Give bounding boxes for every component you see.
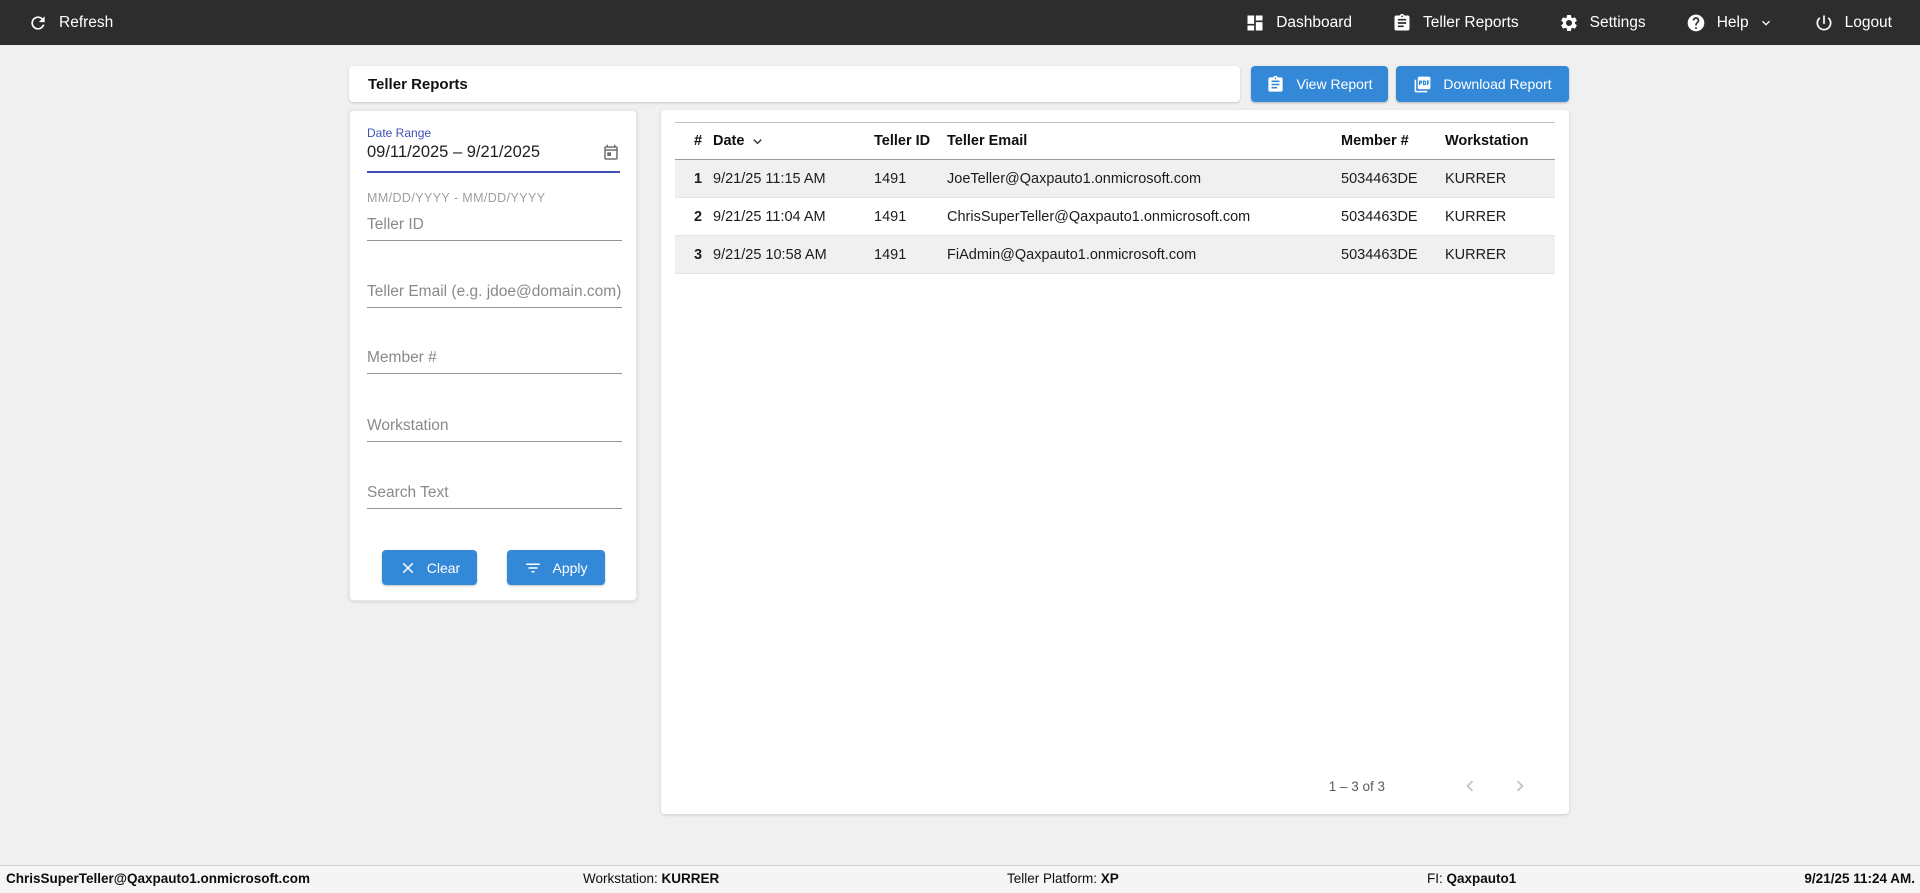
nav-item-teller-reports[interactable]: Teller Reports	[1392, 13, 1519, 33]
page-title-card: Teller Reports	[349, 66, 1240, 102]
refresh-icon	[28, 13, 48, 33]
filter-icon	[524, 559, 542, 577]
teller-id-input[interactable]	[367, 210, 622, 241]
nav-item-help[interactable]: Help	[1686, 13, 1774, 33]
nav-label-dashboard: Dashboard	[1276, 13, 1353, 31]
nav-label-teller-reports: Teller Reports	[1423, 13, 1519, 31]
table-row[interactable]: 3 9/21/25 10:58 AM 1491 FiAdmin@Qaxpauto…	[675, 236, 1555, 274]
nav-label-help: Help	[1716, 13, 1749, 31]
teller-email-input[interactable]	[367, 277, 622, 308]
clear-button[interactable]: Clear	[382, 550, 477, 585]
apply-button[interactable]: Apply	[507, 550, 605, 585]
top-navbar: Refresh Dashboard Teller Reports Setting…	[0, 0, 1920, 45]
download-report-button[interactable]: Download Report	[1396, 66, 1569, 102]
report-table: # Date Teller ID Teller Email Member # W…	[675, 122, 1555, 274]
view-report-button[interactable]: View Report	[1251, 66, 1388, 102]
pagination: 1 – 3 of 3	[1329, 775, 1531, 797]
clipboard-icon	[1392, 13, 1412, 33]
col-header-teller-id[interactable]: Teller ID	[874, 133, 931, 149]
status-workstation: Workstation: KURRER	[583, 871, 720, 886]
refresh-label: Refresh	[59, 13, 114, 31]
apply-label: Apply	[552, 559, 588, 576]
status-fi: FI: Qaxpauto1	[1427, 871, 1517, 886]
nav-item-dashboard[interactable]: Dashboard	[1245, 13, 1352, 33]
filter-panel: Date Range MM/DD/YYYY - MM/DD/YYYY Clear…	[349, 110, 637, 601]
navbar-right: Dashboard Teller Reports Settings Help	[1245, 13, 1892, 33]
table-row[interactable]: 2 9/21/25 11:04 AM 1491 ChrisSuperTeller…	[675, 198, 1555, 236]
view-report-label: View Report	[1296, 76, 1373, 92]
chevron-right-icon	[1509, 775, 1531, 797]
table-row[interactable]: 1 9/21/25 11:15 AM 1491 JoeTeller@Qaxpau…	[675, 160, 1555, 198]
close-icon	[399, 559, 417, 577]
date-format-helper: MM/DD/YYYY - MM/DD/YYYY	[367, 191, 546, 205]
nav-item-settings[interactable]: Settings	[1559, 13, 1646, 33]
filter-buttons: Clear Apply	[382, 550, 605, 585]
date-range-field: Date Range	[367, 126, 620, 173]
col-header-workstation[interactable]: Workstation	[1445, 133, 1529, 149]
status-user-email: ChrisSuperTeller@Qaxpauto1.onmicrosoft.c…	[6, 871, 310, 886]
gear-icon	[1559, 13, 1579, 33]
pagination-next-button[interactable]	[1509, 775, 1531, 797]
search-text-input[interactable]	[367, 478, 622, 509]
download-report-label: Download Report	[1443, 76, 1552, 92]
col-header-teller-email[interactable]: Teller Email	[947, 133, 1028, 149]
date-range-input[interactable]	[367, 143, 579, 162]
refresh-button[interactable]: Refresh	[28, 13, 113, 33]
date-range-label: Date Range	[367, 126, 432, 140]
pagination-range-label: 1 – 3 of 3	[1328, 778, 1385, 794]
table-header-row: # Date Teller ID Teller Email Member # W…	[675, 122, 1555, 160]
help-icon	[1686, 13, 1706, 33]
clipboard-icon	[1266, 75, 1285, 94]
member-number-input[interactable]	[367, 343, 622, 374]
dashboard-icon	[1245, 13, 1265, 33]
status-teller-platform: Teller Platform: XP	[1007, 871, 1119, 886]
report-table-card: # Date Teller ID Teller Email Member # W…	[661, 110, 1569, 814]
nav-label-logout: Logout	[1844, 13, 1892, 31]
nav-item-logout[interactable]: Logout	[1814, 13, 1892, 33]
workstation-input[interactable]	[367, 411, 622, 442]
col-header-member[interactable]: Member #	[1341, 133, 1409, 149]
chevron-left-icon	[1459, 775, 1481, 797]
chevron-down-icon	[1760, 15, 1774, 31]
power-icon	[1814, 13, 1834, 33]
clear-label: Clear	[426, 559, 461, 576]
calendar-icon[interactable]	[602, 144, 620, 162]
status-bar: ChrisSuperTeller@Qaxpauto1.onmicrosoft.c…	[0, 865, 1920, 893]
sort-desc-icon	[749, 133, 766, 150]
col-header-date[interactable]: Date	[713, 133, 874, 150]
page-title: Teller Reports	[368, 75, 468, 93]
status-timestamp: 9/21/25 11:24 AM.	[1804, 871, 1915, 886]
pdf-icon	[1413, 75, 1432, 94]
pagination-prev-button[interactable]	[1459, 775, 1481, 797]
col-header-number[interactable]: #	[694, 133, 703, 149]
nav-label-settings: Settings	[1589, 13, 1646, 31]
